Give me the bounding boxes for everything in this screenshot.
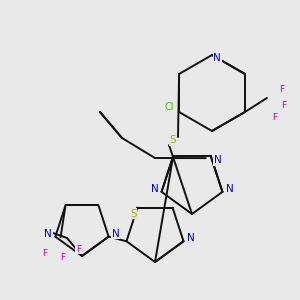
Text: N: N [226, 184, 233, 194]
Text: F: F [279, 85, 284, 94]
Text: N: N [213, 53, 221, 63]
Text: F: F [76, 245, 81, 254]
Text: S: S [170, 135, 176, 145]
Text: F: F [42, 249, 47, 258]
Text: Cl: Cl [164, 102, 174, 112]
Text: F: F [60, 253, 65, 262]
Text: F: F [281, 101, 286, 110]
Text: N: N [187, 233, 194, 243]
Text: N: N [214, 155, 222, 165]
Text: N: N [151, 184, 158, 194]
Text: S: S [130, 209, 137, 219]
Text: N: N [112, 229, 119, 239]
Text: N: N [44, 229, 52, 239]
Text: F: F [272, 113, 278, 122]
